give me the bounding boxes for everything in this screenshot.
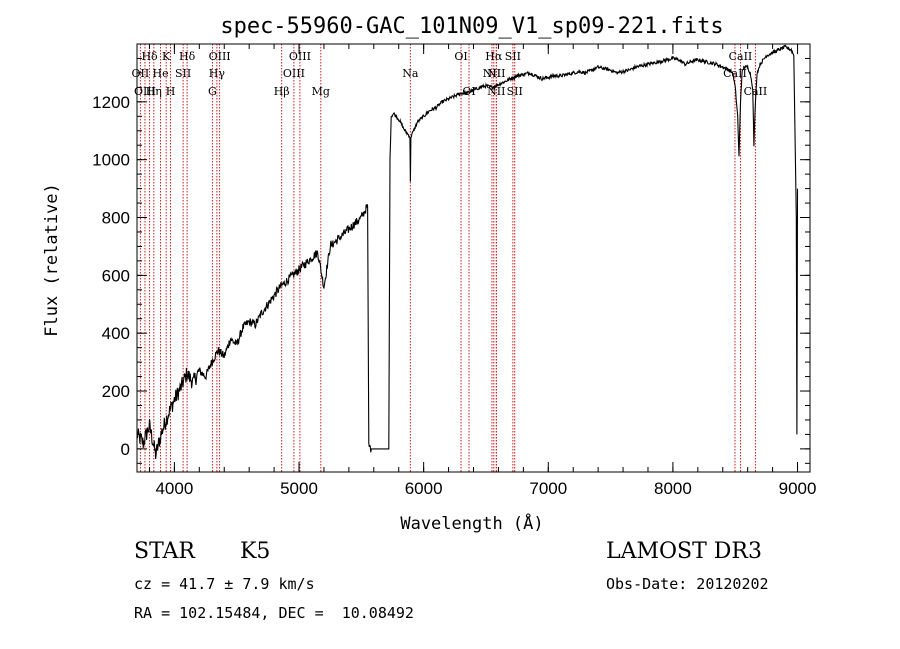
emission-line-labels: Hδ OII OIII K He Hη Hδ SII H OIII Hγ G OIII OIII Hβ Mg N… [132, 50, 768, 98]
line-marker-label: Hβ [274, 85, 290, 98]
line-marker-label: Hγ [209, 67, 226, 80]
obs-date: Obs-Date: 20120202 [606, 575, 769, 593]
line-marker-label: NII [483, 67, 501, 80]
line-marker-label: OIII [134, 85, 156, 98]
line-marker-label: SII [507, 85, 523, 98]
object-subclass: K5 [240, 539, 271, 564]
line-marker-label: NII [487, 67, 505, 80]
line-marker-label: SII [175, 67, 191, 80]
line-marker-label: OIII [209, 50, 231, 63]
line-marker-label: OIII [283, 67, 305, 80]
line-marker-label: SII [505, 50, 521, 63]
y-tick-label: 400 [102, 324, 130, 343]
line-marker-label: G [208, 85, 217, 98]
y-tick-label: 1000 [92, 151, 130, 170]
line-marker-label: CaII [729, 50, 753, 63]
line-marker-label: Hη [146, 85, 162, 98]
redshift-text: cz = 41.7 ± 7.9 km/s [134, 575, 315, 593]
emission-line-markers [139, 44, 756, 472]
x-tick-label: 8000 [654, 479, 692, 498]
line-marker-label: H [166, 85, 176, 98]
x-axis-label: Wavelength (Å) [400, 512, 543, 534]
x-tick-label: 4000 [155, 479, 193, 498]
y-tick-label: 200 [102, 382, 130, 401]
line-marker-label: Na [402, 67, 419, 80]
spectrum-line [136, 44, 799, 460]
x-tick-label: 5000 [280, 479, 318, 498]
x-tick-label: 6000 [405, 479, 443, 498]
line-marker-label: OIII [289, 50, 311, 63]
y-axis-label: Flux (relative) [42, 183, 62, 337]
line-marker-label: Hδ [179, 50, 196, 63]
plot-frame [136, 43, 811, 473]
line-marker-label: K [162, 50, 171, 63]
line-marker-label: OI [454, 50, 467, 63]
y-tick-label: 600 [102, 266, 130, 285]
chart-title: spec-55960-GAC_101N09_V1_sp09-221.fits [220, 14, 723, 39]
line-marker-label: Hδ [141, 50, 158, 63]
y-tick-label: 0 [121, 440, 130, 459]
axis-ticks: 4000 5000 6000 7000 8000 9000 0 200 400 600 800 100… [92, 43, 817, 498]
y-tick-label: 1200 [92, 93, 130, 112]
y-tick-label: 800 [102, 209, 130, 228]
coordinates: RA = 102.15484, DEC = 10.08492 [134, 604, 414, 622]
line-marker-label: CaII [744, 85, 768, 98]
x-tick-label: 7000 [529, 479, 567, 498]
line-marker-label: He [153, 67, 169, 80]
object-class: STAR [134, 539, 195, 564]
line-marker-label: Hα [485, 50, 503, 63]
line-marker-label: Mg [312, 85, 330, 98]
x-tick-label: 9000 [779, 479, 817, 498]
line-marker-label: OII [132, 67, 150, 80]
survey-name: LAMOST DR3 [606, 539, 762, 564]
